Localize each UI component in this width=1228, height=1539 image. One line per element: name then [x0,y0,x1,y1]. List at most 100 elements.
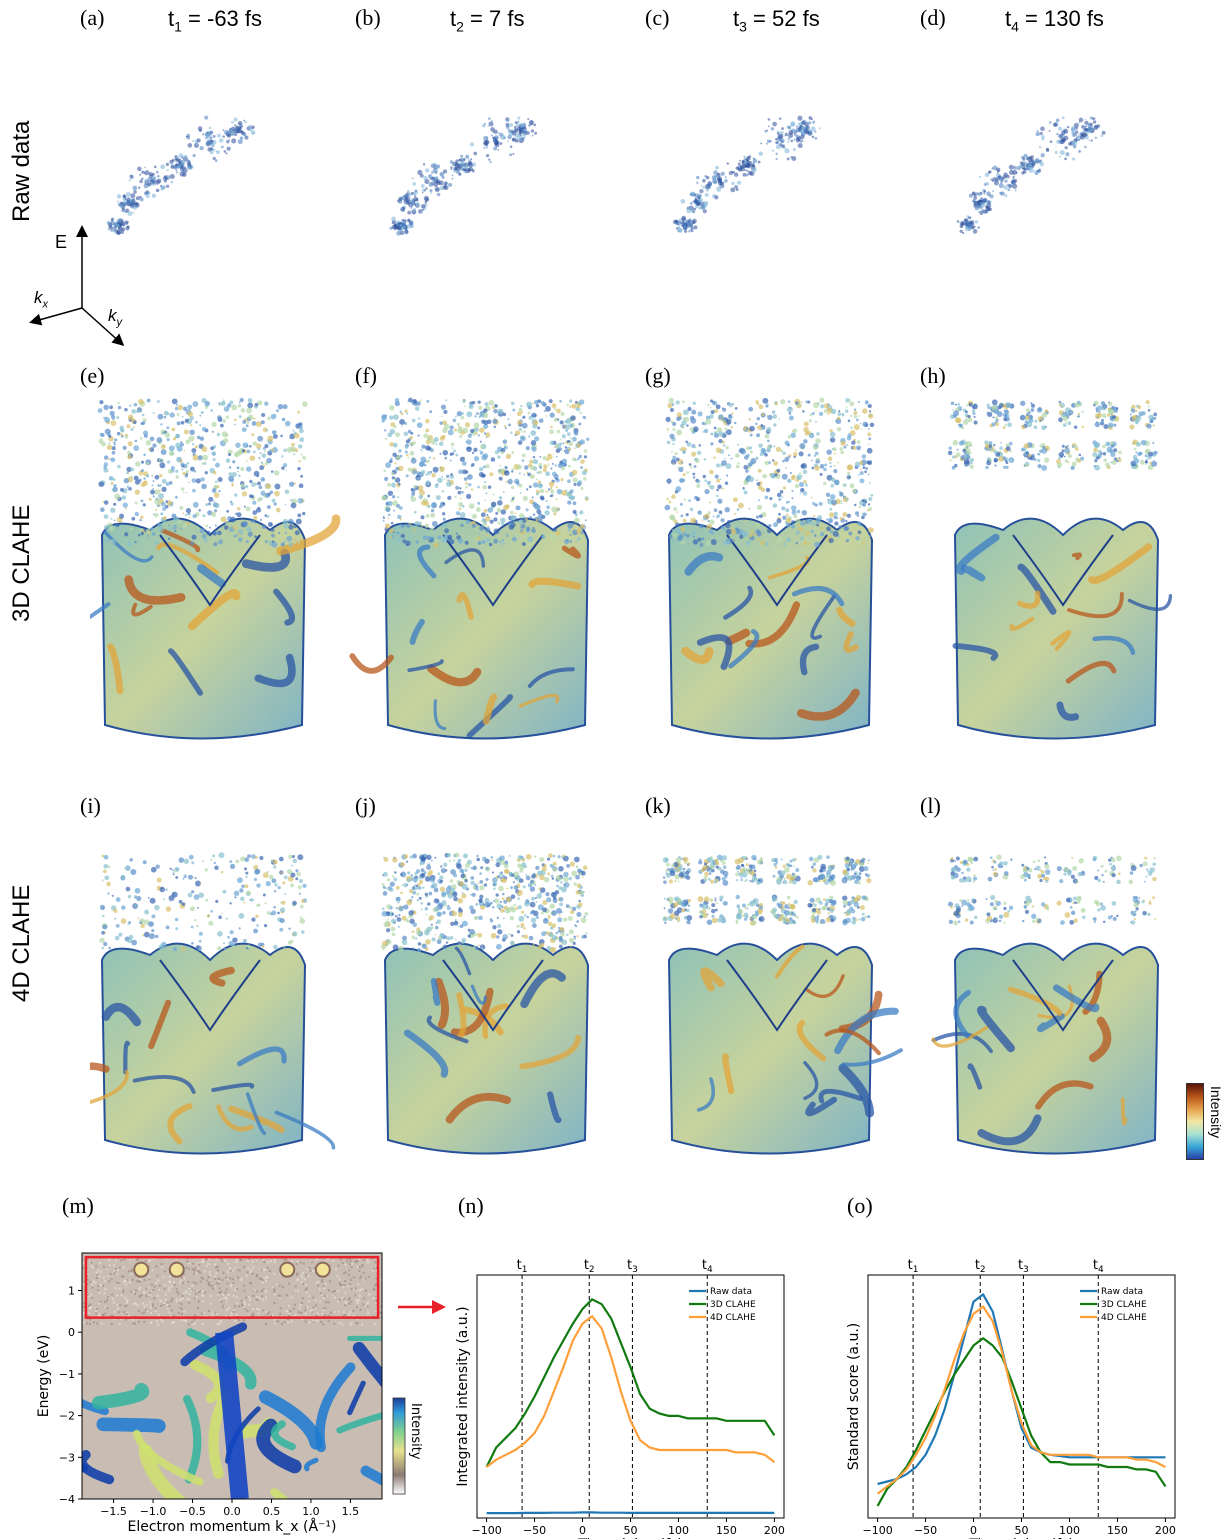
volume-panel [664,397,875,740]
y-tick-label: −3 [59,1451,75,1464]
plot-frame [476,1274,785,1519]
series-line [486,1511,775,1515]
volume-panel [90,852,336,1155]
red-arrow [398,1300,446,1314]
volume-panel [931,854,1160,1155]
series-line [876,1305,1166,1495]
panel-label-d: (d) [920,5,946,30]
raw-volume-panel [389,116,538,236]
vline-label: t1 [908,1258,919,1275]
x-tick-label: 0 [579,1524,586,1537]
time-title-3: t3 = 52 fs [733,6,820,35]
volume-panel [381,852,590,1155]
y-tick-label: −4 [59,1493,75,1506]
panel-label-o: (o) [847,1193,873,1218]
y-tick-label: −1 [59,1368,75,1381]
x-tick-label: −100 [471,1524,501,1537]
x-tick-label: −50 [523,1524,546,1537]
x-tick-label: −50 [914,1524,937,1537]
x-tick-label: 200 [764,1524,785,1537]
panel-label-n: (n) [458,1193,484,1218]
time-title-1: t1 = -63 fs [168,6,263,35]
panel-label-b: (b) [355,5,381,30]
row-label-raw: Raw data [8,120,35,222]
panel-label-i: (i) [80,793,101,818]
x-axis-label: Electron momentum k_x (Å⁻¹) [128,1518,337,1535]
axis-kx-label: kx [34,288,48,311]
plot-frame [867,1274,1176,1519]
x-tick-label: 150 [1107,1524,1128,1537]
heatmap-m: −1.5 −1.0 −0.5 0.0 0.5 1.0 1.5 1 0 −1 −2 −3 −4 Electr… [36,1252,423,1535]
vline-label: t4 [702,1258,713,1275]
vline-label: t4 [1093,1258,1104,1275]
line-chart-n: t1 t2 t3 t4 Raw data 3D CLAHE 4D CLAHE −100 −50 0… [455,1258,785,1539]
legend-label: Raw data [1101,1287,1143,1297]
panel-label-h: (h) [920,363,946,388]
x-tick-label: 200 [1155,1524,1176,1537]
raw-volume-panel [956,116,1106,235]
y-tick-label: 0 [68,1326,75,1339]
volume-panel [947,399,1173,740]
time-title-2: t2 = 7 fs [450,6,525,35]
x-axis-label: Time delay (fs) [577,1537,683,1539]
x-tick-label: 150 [716,1524,737,1537]
y-axis-label: Integrated intensity (a.u.) [455,1306,471,1486]
x-tick-label: 1.0 [302,1505,320,1518]
heatmap-image [82,1253,382,1499]
colorbar-main-label: Intensity [1208,1086,1224,1139]
panel-label-c: (c) [645,5,670,30]
y-tick-label: −2 [59,1410,75,1423]
heatmap-colorbar [392,1397,406,1495]
raw-volume-panel [106,115,256,235]
x-tick-label: 50 [624,1524,638,1537]
x-tick-label: 0.0 [223,1505,241,1518]
raw-volume-panel [672,115,821,233]
time-title-4: t4 = 130 fs [1005,6,1104,35]
vline-label: t2 [975,1258,986,1275]
panel-label-f: (f) [355,363,377,388]
volume-panel [90,397,341,740]
x-tick-label: 100 [1059,1524,1080,1537]
volume-panel [662,854,903,1155]
raw-volume-row [106,115,1106,236]
panel-label-g: (g) [645,363,671,388]
panel-label-l: (l) [920,793,941,818]
clahe4d-volume-row [90,852,1160,1155]
y-axis-label: Energy (eV) [36,1335,52,1418]
panel-label-k: (k) [645,793,671,818]
legend-label: 3D CLAHE [1101,1300,1147,1310]
x-tick-label: −1.5 [100,1505,127,1518]
panel-label-a: (a) [80,5,105,30]
row-label-4d: 4D CLAHE [8,884,35,1002]
x-tick-label: −100 [862,1524,892,1537]
axis-e-label: E [55,232,68,252]
legend-label: 4D CLAHE [1101,1313,1147,1323]
series-line [876,1337,1167,1507]
row-label-3d: 3D CLAHE [8,504,35,622]
highlight-box [84,1255,380,1319]
series-line [485,1298,776,1468]
heatmap-colorbar-label: Intensity [408,1403,423,1460]
x-tick-label: 100 [668,1524,689,1537]
x-tick-label: 0.5 [263,1505,281,1518]
x-tick-label: 50 [1015,1524,1029,1537]
legend-label: 3D CLAHE [710,1300,756,1310]
clahe3d-volume-row [90,397,1173,740]
vline-label: t1 [517,1258,528,1275]
x-tick-label: 0 [970,1524,977,1537]
x-tick-label: 1.5 [342,1505,360,1518]
panel-label-j: (j) [355,793,376,818]
axis-ky-label: ky [108,306,122,329]
line-chart-o: t1 t2 t3 t4 Raw data 3D CLAHE 4D CLAHE −100 −50 0… [846,1258,1176,1539]
colorbar-main [1186,1083,1204,1160]
vline-label: t2 [584,1258,595,1275]
volume-panel [349,397,590,740]
x-axis-label: Time delay (fs) [968,1537,1074,1539]
x-tick-label: −1.0 [140,1505,167,1518]
panel-label-e: (e) [80,363,105,388]
legend-label: Raw data [710,1287,752,1297]
vline-label: t3 [1018,1258,1029,1275]
legend-label: 4D CLAHE [710,1313,756,1323]
x-tick-label: −0.5 [179,1505,206,1518]
vline-label: t3 [627,1258,638,1275]
